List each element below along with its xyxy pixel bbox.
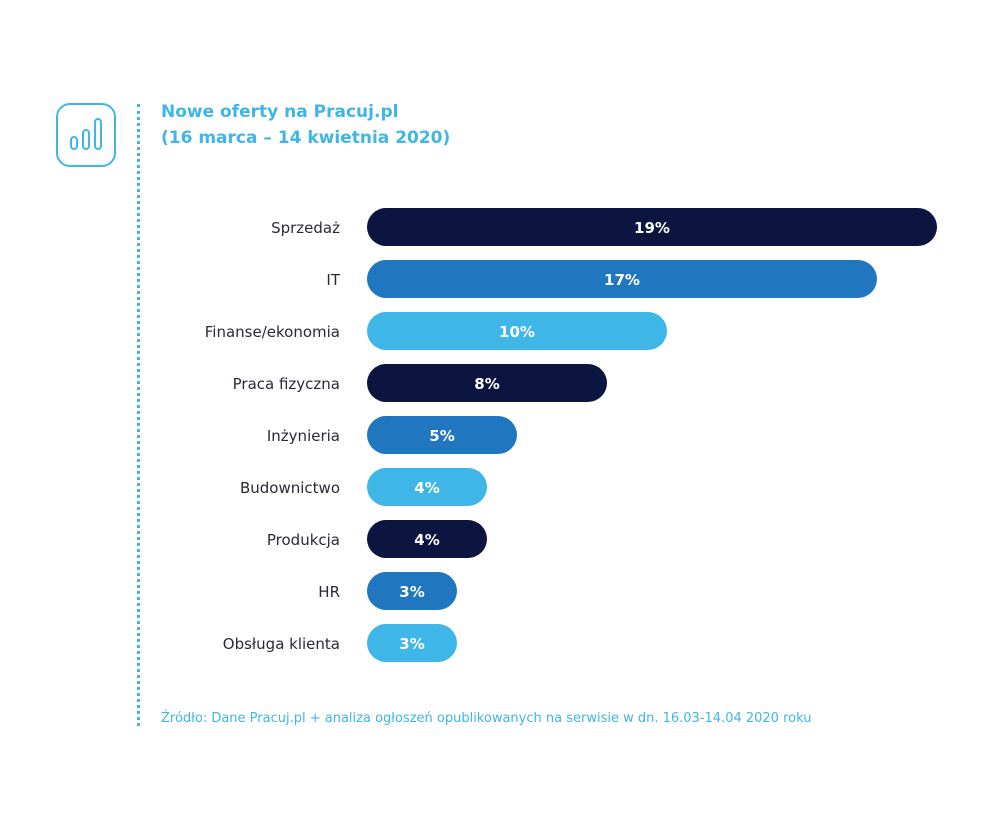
value-label: 17% [604,271,640,289]
category-label: Finanse/ekonomia [205,323,340,341]
value-label: 10% [499,323,535,341]
bar-chart: Sprzedaż 19% IT 17% Finanse/ekonomia 10% Praca… [205,208,937,662]
bar [367,572,457,610]
value-label: 4% [414,479,439,497]
value-label: 8% [474,375,499,393]
bar [367,520,487,558]
category-label: Inżynieria [267,427,340,445]
value-label: 19% [634,219,670,237]
category-label: IT [326,271,340,289]
bar [367,416,517,454]
chart-title-line-2: (16 marca – 14 kwietnia 2020) [161,128,451,148]
chart-title: Nowe oferty na Pracuj.pl (16 marca – 14 … [161,99,450,151]
category-label: Praca fizyczna [233,375,340,393]
bar [367,364,607,402]
bar [367,260,877,298]
category-label: HR [318,583,340,601]
bar [367,208,937,246]
bar [367,468,487,506]
value-label: 3% [399,635,424,653]
category-label: Produkcja [267,531,340,549]
bar [367,312,667,350]
category-label: Obsługa klienta [223,635,340,653]
bar [367,624,457,662]
value-label: 3% [399,583,424,601]
value-label: 4% [414,531,439,549]
category-label: Sprzedaż [271,219,340,237]
category-label: Budownictwo [240,479,340,497]
value-label: 5% [429,427,454,445]
bar-chart-icon [56,103,116,167]
source-note: Źródło: Dane Pracuj.pl + analiza ogłosze… [161,711,812,726]
dotted-divider [137,104,140,726]
chart-title-line-1: Nowe oferty na Pracuj.pl [161,102,399,122]
